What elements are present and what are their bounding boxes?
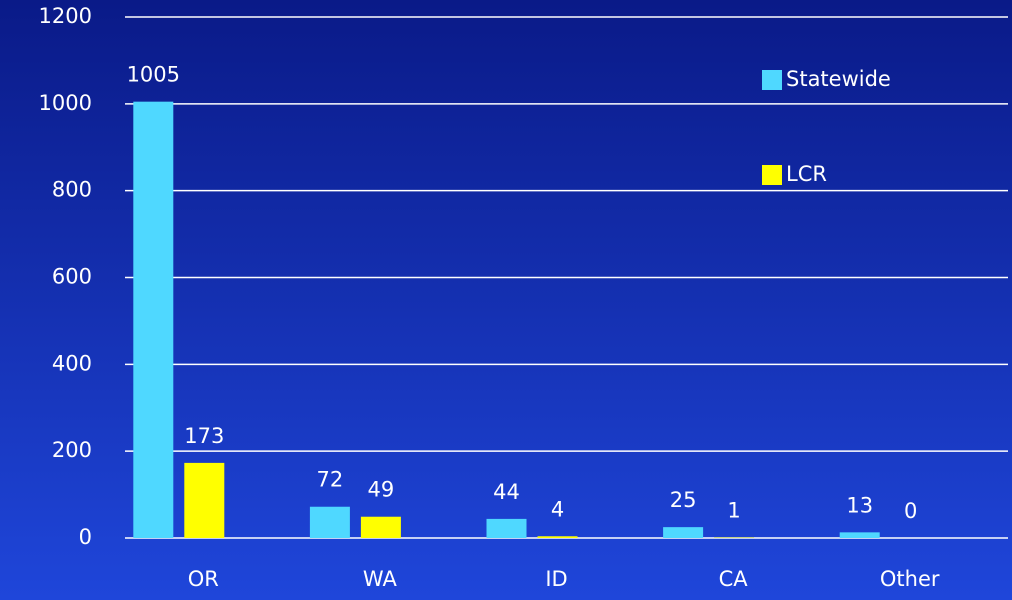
y-tick-label: 0 — [79, 525, 92, 549]
y-tick-label: 400 — [52, 351, 92, 375]
data-label: 44 — [493, 480, 520, 504]
x-tick-label: CA — [719, 567, 749, 591]
data-label: 173 — [184, 424, 224, 448]
data-label: 13 — [846, 493, 873, 517]
bar — [486, 518, 527, 538]
bar — [184, 462, 225, 538]
data-label: 25 — [670, 488, 697, 512]
data-label: 4 — [551, 497, 564, 521]
legend-swatch — [762, 165, 782, 185]
bar — [663, 527, 704, 538]
legend-label: Statewide — [786, 67, 891, 91]
bar — [537, 536, 578, 538]
data-label: 1005 — [127, 63, 180, 87]
y-tick-label: 800 — [52, 178, 92, 202]
bar — [839, 532, 880, 538]
data-label: 49 — [368, 478, 395, 502]
x-tick-label: OR — [188, 567, 219, 591]
legend-swatch — [762, 70, 782, 90]
x-tick-label: ID — [545, 567, 567, 591]
x-tick-label: WA — [363, 567, 398, 591]
data-label: 0 — [904, 499, 917, 523]
bar — [309, 506, 350, 538]
y-tick-label: 1200 — [39, 4, 92, 28]
y-tick-label: 200 — [52, 438, 92, 462]
bar — [133, 101, 174, 538]
legend-label: LCR — [786, 162, 827, 186]
x-tick-label: Other — [880, 567, 940, 591]
data-label: 1 — [727, 499, 740, 523]
bar — [360, 516, 401, 538]
data-label: 72 — [317, 468, 344, 492]
y-tick-label: 600 — [52, 265, 92, 289]
y-tick-label: 1000 — [39, 91, 92, 115]
